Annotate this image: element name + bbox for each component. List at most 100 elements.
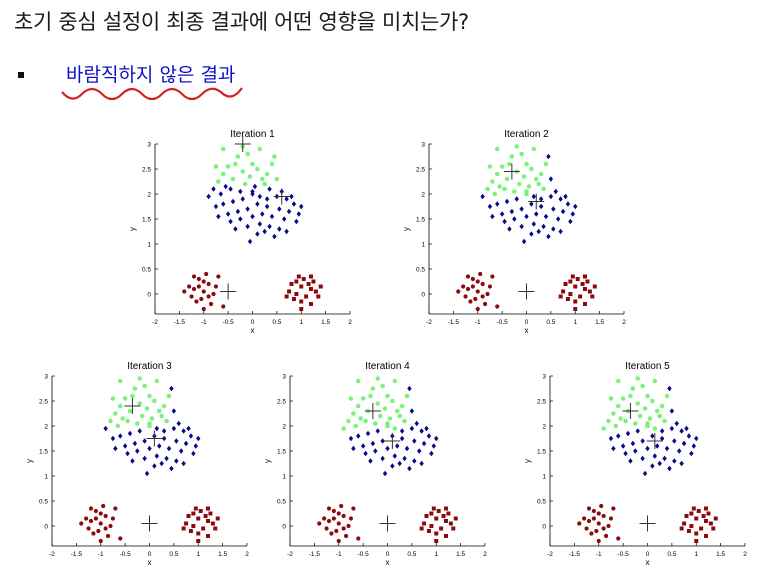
- data-point-blue: [620, 443, 626, 449]
- data-point-green: [259, 176, 265, 182]
- data-point-blue: [373, 448, 378, 454]
- data-point-blue: [166, 445, 172, 452]
- data-point-blue: [159, 460, 164, 467]
- data-point-green: [375, 401, 381, 406]
- data-point-blue: [524, 213, 529, 220]
- data-point-red: [429, 511, 434, 516]
- data-point-blue: [480, 193, 485, 200]
- data-point-blue: [113, 445, 118, 452]
- x-tick-label: 1.5: [456, 551, 465, 558]
- x-axis-label: x: [148, 558, 152, 566]
- x-tick-label: -0.5: [223, 319, 235, 326]
- data-point-green: [392, 378, 398, 384]
- data-point-green: [385, 423, 390, 429]
- data-point-red: [221, 304, 226, 309]
- data-point-green: [654, 408, 660, 414]
- data-point-red: [343, 533, 349, 539]
- data-point-red: [713, 516, 718, 521]
- data-point-red: [706, 511, 711, 516]
- data-point-blue: [669, 408, 675, 414]
- data-point-red: [473, 296, 478, 302]
- data-point-blue: [659, 435, 665, 442]
- x-tick-label: 0.5: [407, 551, 416, 558]
- data-point-blue: [127, 430, 133, 437]
- data-point-blue: [630, 440, 636, 447]
- y-tick-label: 3: [44, 374, 48, 381]
- data-point-red: [318, 284, 323, 289]
- data-point-green: [164, 418, 169, 424]
- data-point-green: [220, 146, 226, 152]
- wavy-underline: [61, 87, 243, 101]
- y-tick-label: 2.5: [277, 399, 286, 406]
- data-point-green: [531, 146, 537, 152]
- data-point-blue: [691, 443, 697, 449]
- data-point-red: [461, 284, 466, 289]
- data-point-blue: [667, 465, 672, 472]
- data-point-blue: [154, 453, 160, 459]
- data-point-blue: [193, 443, 199, 449]
- data-point-blue: [509, 208, 515, 215]
- data-point-green: [652, 378, 658, 384]
- data-point-blue: [181, 428, 186, 434]
- data-point-blue: [431, 443, 437, 449]
- y-tick-label: 0: [147, 292, 151, 299]
- data-point-red: [573, 307, 578, 311]
- data-point-blue: [659, 428, 665, 434]
- data-point-green: [502, 186, 507, 192]
- y-axis-label: y: [263, 459, 272, 463]
- data-point-blue: [543, 213, 549, 220]
- x-tick-label: -1.5: [448, 319, 460, 326]
- data-point-red: [206, 506, 210, 511]
- data-point-green: [353, 423, 359, 429]
- y-tick-label: 2.5: [142, 167, 151, 174]
- y-tick-label: 1.5: [537, 449, 546, 456]
- data-point-green: [382, 406, 388, 411]
- data-point-red: [429, 524, 434, 528]
- data-point-red: [196, 516, 201, 521]
- data-point-green: [152, 398, 157, 404]
- data-point-red: [589, 531, 594, 536]
- data-point-red: [708, 521, 713, 526]
- data-point-red: [196, 276, 201, 282]
- x-tick-label: -0.5: [497, 319, 509, 326]
- data-point-blue: [399, 435, 405, 442]
- data-point-red: [187, 284, 192, 289]
- x-tick-label: -1.5: [71, 551, 83, 558]
- y-tick-label: 0: [421, 292, 425, 299]
- data-point-red: [583, 274, 587, 279]
- data-point-green: [225, 164, 231, 169]
- data-point-red: [431, 506, 436, 511]
- data-point-blue: [225, 211, 231, 217]
- data-point-blue: [370, 440, 376, 447]
- x-tick-label: 1.5: [716, 551, 725, 558]
- data-point-blue: [281, 216, 287, 222]
- x-tick-label: -1: [596, 551, 602, 558]
- data-point-red: [679, 526, 684, 531]
- data-point-blue: [147, 445, 152, 452]
- data-point-red: [191, 511, 196, 516]
- data-point-blue: [679, 460, 684, 467]
- y-tick-label: 0: [282, 524, 286, 531]
- data-point-blue: [672, 458, 677, 464]
- data-point-blue: [686, 433, 692, 439]
- data-point-green: [404, 393, 410, 399]
- x-tick-label: 0: [525, 319, 529, 326]
- data-point-blue: [514, 196, 519, 202]
- data-point-blue: [191, 450, 196, 457]
- data-point-green: [507, 161, 512, 167]
- data-point-green: [135, 421, 140, 426]
- data-point-blue: [640, 455, 645, 462]
- data-point-red: [203, 514, 208, 518]
- data-point-red: [596, 511, 601, 516]
- data-point-blue: [426, 433, 432, 439]
- data-point-red: [193, 506, 198, 511]
- x-tick-label: -1.5: [309, 551, 321, 558]
- data-point-red: [446, 511, 451, 516]
- data-point-red: [424, 514, 429, 518]
- data-point-red: [110, 516, 116, 521]
- data-point-red: [103, 526, 108, 531]
- data-point-blue: [650, 433, 655, 439]
- data-point-red: [299, 299, 304, 304]
- data-point-blue: [548, 176, 554, 182]
- data-point-blue: [669, 425, 675, 432]
